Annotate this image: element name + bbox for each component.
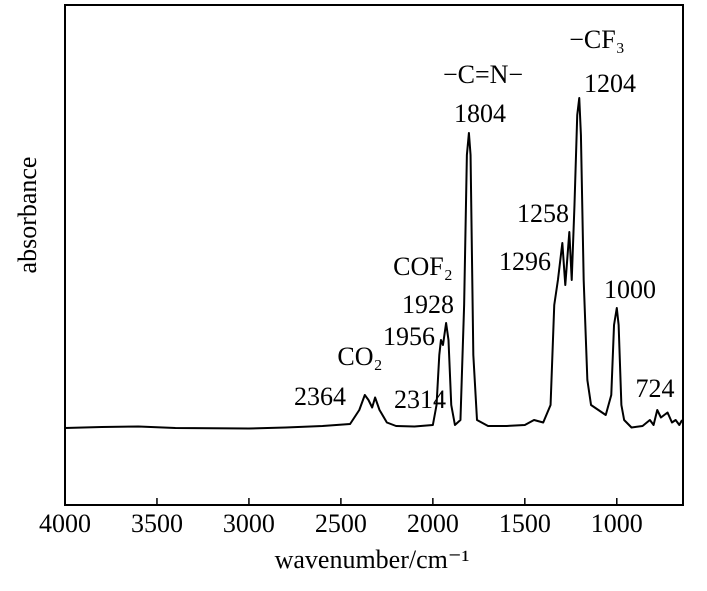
x-tick-label: 4000 xyxy=(39,509,91,538)
peak-annotation: 1204 xyxy=(584,69,636,98)
x-tick-label: 3500 xyxy=(131,509,183,538)
x-axis-label: wavenumber/cm⁻¹ xyxy=(275,545,470,574)
peak-annotation: 1296 xyxy=(499,247,551,276)
peak-annotation: 2364 xyxy=(294,382,346,411)
peak-annotation: 1000 xyxy=(604,275,656,304)
x-tick-label: 1500 xyxy=(499,509,551,538)
peak-annotation: 1928 xyxy=(402,290,454,319)
peak-annotation: 2314 xyxy=(394,385,446,414)
peak-annotation: 724 xyxy=(636,374,675,403)
peak-annotation: 1258 xyxy=(517,199,569,228)
peak-annotation: COF₂ xyxy=(393,252,453,281)
peak-annotation: −CF₃ xyxy=(569,25,625,54)
spectrum-line xyxy=(64,97,683,430)
peak-annotation: 1956 xyxy=(383,322,435,351)
peak-annotation: −C=N− xyxy=(443,60,523,89)
x-tick-label: 2500 xyxy=(315,509,367,538)
peak-annotation: CO₂ xyxy=(337,342,382,371)
y-axis-label: absorbance xyxy=(13,157,42,274)
x-tick-label: 3000 xyxy=(223,509,275,538)
x-tick-label: 1000 xyxy=(591,509,643,538)
x-tick-label: 2000 xyxy=(407,509,459,538)
plot-frame xyxy=(64,4,684,506)
peak-annotation: 1804 xyxy=(454,99,506,128)
